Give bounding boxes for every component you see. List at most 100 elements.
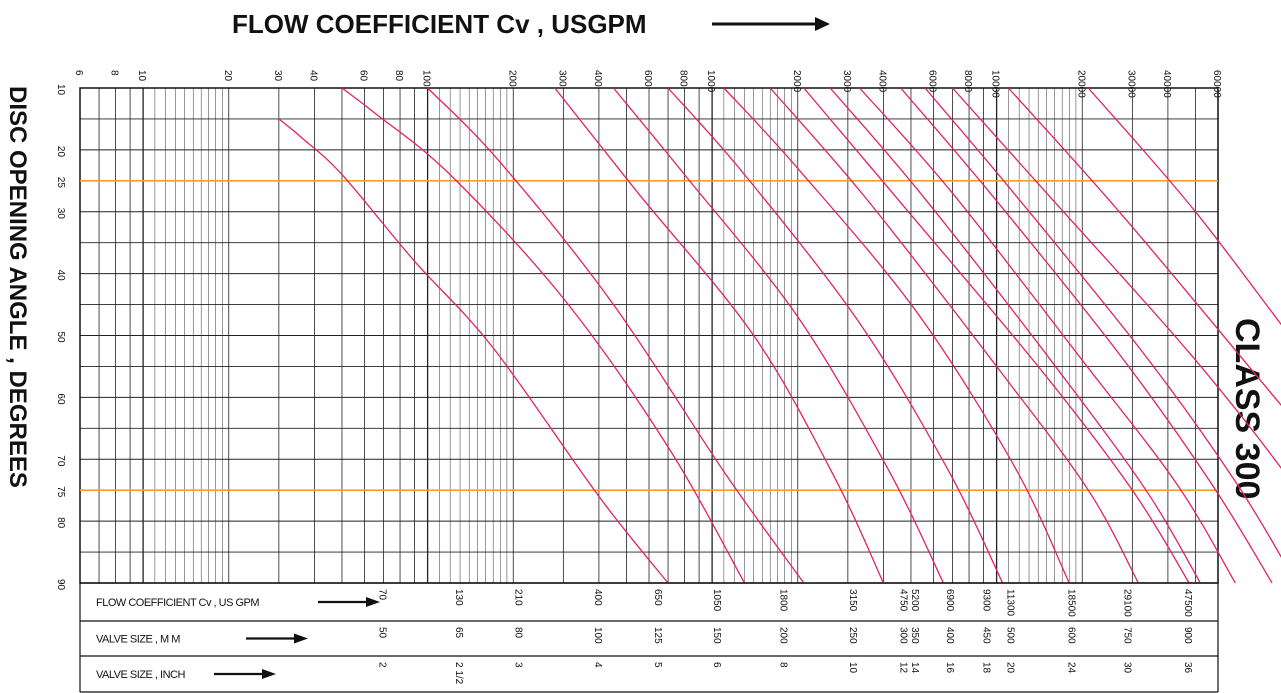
chart-title: FLOW COEFFICIENT Cv , USGPM [232, 9, 647, 39]
x-tick-label: 10000 [990, 70, 1001, 98]
y-tick-label: 70 [55, 455, 66, 467]
table-cell: 300 [898, 627, 909, 644]
y-tick-label: 25 [55, 177, 66, 189]
x-tick-label: 3000 [841, 70, 852, 93]
table-cell: 18 [981, 662, 992, 674]
curve-2 [341, 87, 746, 584]
x-tick-label: 200 [506, 70, 517, 87]
table-row-arrowhead [294, 633, 308, 644]
x-tick-label: 8 [109, 70, 120, 76]
class-label: CLASS 300 [1228, 318, 1266, 499]
table-cell: 1050 [711, 589, 722, 612]
data-table: FLOW COEFFICIENT Cv , US GPM 70 130 210 400 6… [79, 582, 1219, 693]
table-cell: 18500 [1066, 589, 1077, 617]
x-tick-label: 60000 [1211, 70, 1222, 98]
curve-12 [900, 87, 1273, 584]
table-cell: 500 [1005, 627, 1016, 644]
table-cell: 130 [453, 589, 464, 606]
y-axis-title: DISC OPENING ANGLE , DEGREES [4, 86, 31, 488]
y-tick-labels: 10 20 25 30 40 50 60 70 75 80 90 [55, 84, 66, 591]
x-tick-label: 60 [358, 70, 369, 82]
table-cell: 36 [1182, 662, 1193, 674]
table-cell: 3 [512, 662, 523, 668]
curves [278, 87, 1281, 584]
x-tick-label: 40 [307, 70, 318, 82]
table-row-label: VALVE SIZE , M M [96, 634, 180, 646]
x-tick-label: 600 [642, 70, 653, 87]
table-cell: 200 [778, 627, 789, 644]
table-cell: 600 [1066, 627, 1077, 644]
table-cell: 12 [898, 662, 909, 674]
y-tick-label: 60 [55, 393, 66, 405]
table-cell: 16 [944, 662, 955, 674]
x-tick-label: 40000 [1161, 70, 1172, 98]
curve-14 [952, 87, 1281, 469]
table-cell: 125 [652, 627, 663, 644]
x-tick-label: 20000 [1075, 70, 1086, 98]
curve-5 [612, 87, 944, 584]
reference-lines [80, 180, 1218, 491]
table-cell: 47500 [1182, 589, 1193, 617]
table-cell: 5200 [909, 589, 920, 612]
table-cell: 29100 [1122, 589, 1133, 617]
table-cell: 2 1/2 [453, 662, 464, 685]
y-axis-label: DISC OPENING ANGLE , DEGREES [4, 86, 31, 488]
x-tick-label: 1000 [705, 70, 716, 93]
table-cell: 3150 [847, 589, 858, 612]
table-cell: 210 [512, 589, 523, 606]
x-tick-label: 30 [272, 70, 283, 82]
table-cell: 24 [1066, 662, 1077, 674]
table-cell: 11300 [1005, 589, 1016, 617]
table-cell: 150 [711, 627, 722, 644]
x-tick-label: 300 [556, 70, 567, 87]
table-cell: 4750 [898, 589, 909, 612]
x-tick-label: 400 [592, 70, 603, 87]
x-tick-label: 6000 [927, 70, 938, 93]
table-cell: 6900 [944, 589, 955, 612]
curve-15 [1007, 87, 1281, 406]
table-row-label: VALVE SIZE , INCH [96, 669, 185, 681]
x-tick-label: 6 [73, 70, 84, 76]
title-arrow [712, 17, 830, 31]
table-cell: 8 [778, 662, 789, 668]
y-tick-label: 40 [55, 270, 66, 282]
x-tick-label: 8000 [962, 70, 973, 93]
x-tick-label: 80 [393, 70, 404, 82]
x-tick-label: 4000 [876, 70, 887, 93]
x-tick-label: 800 [678, 70, 689, 87]
y-tick-label: 20 [55, 146, 66, 158]
table-cell: 20 [1005, 662, 1016, 674]
curve-1 [278, 118, 669, 584]
table-cell: 900 [1182, 627, 1193, 644]
table-row-arrowhead [366, 597, 380, 607]
curve-3 [427, 87, 805, 584]
curve-10 [829, 87, 1201, 584]
table-cell: 9300 [981, 589, 992, 612]
table-cell: 750 [1122, 627, 1133, 644]
table-cell: 250 [847, 627, 858, 644]
curve-13 [924, 87, 1281, 558]
x-tick-label: 10 [136, 70, 147, 82]
table-cell: 65 [453, 627, 464, 639]
y-tick-label: 10 [55, 84, 66, 96]
y-tick-label: 75 [55, 486, 66, 498]
table-cell: 4 [592, 662, 603, 668]
y-tick-label: 80 [55, 517, 66, 529]
table-cell: 70 [377, 589, 388, 601]
table-cell: 14 [909, 662, 920, 674]
table-cell: 400 [592, 589, 603, 606]
x-tick-labels: 6 8 10 20 30 40 60 80 100 200 300 400 600 800 1000 2000… [73, 70, 1222, 98]
curve-16 [1087, 87, 1281, 326]
curve-6 [667, 87, 1004, 584]
grid [79, 87, 1219, 584]
table-cell: 350 [909, 627, 920, 644]
curve-9 [803, 87, 1190, 584]
x-tick-label: 2000 [791, 70, 802, 93]
table-cell: 2 [377, 662, 388, 668]
table-cell: 80 [512, 627, 523, 639]
x-tick-label: 100 [421, 70, 432, 87]
table-row-label: FLOW COEFFICIENT Cv , US GPM [96, 597, 259, 609]
table-cell: 6 [711, 662, 722, 668]
table-cell: 30 [1122, 662, 1133, 674]
